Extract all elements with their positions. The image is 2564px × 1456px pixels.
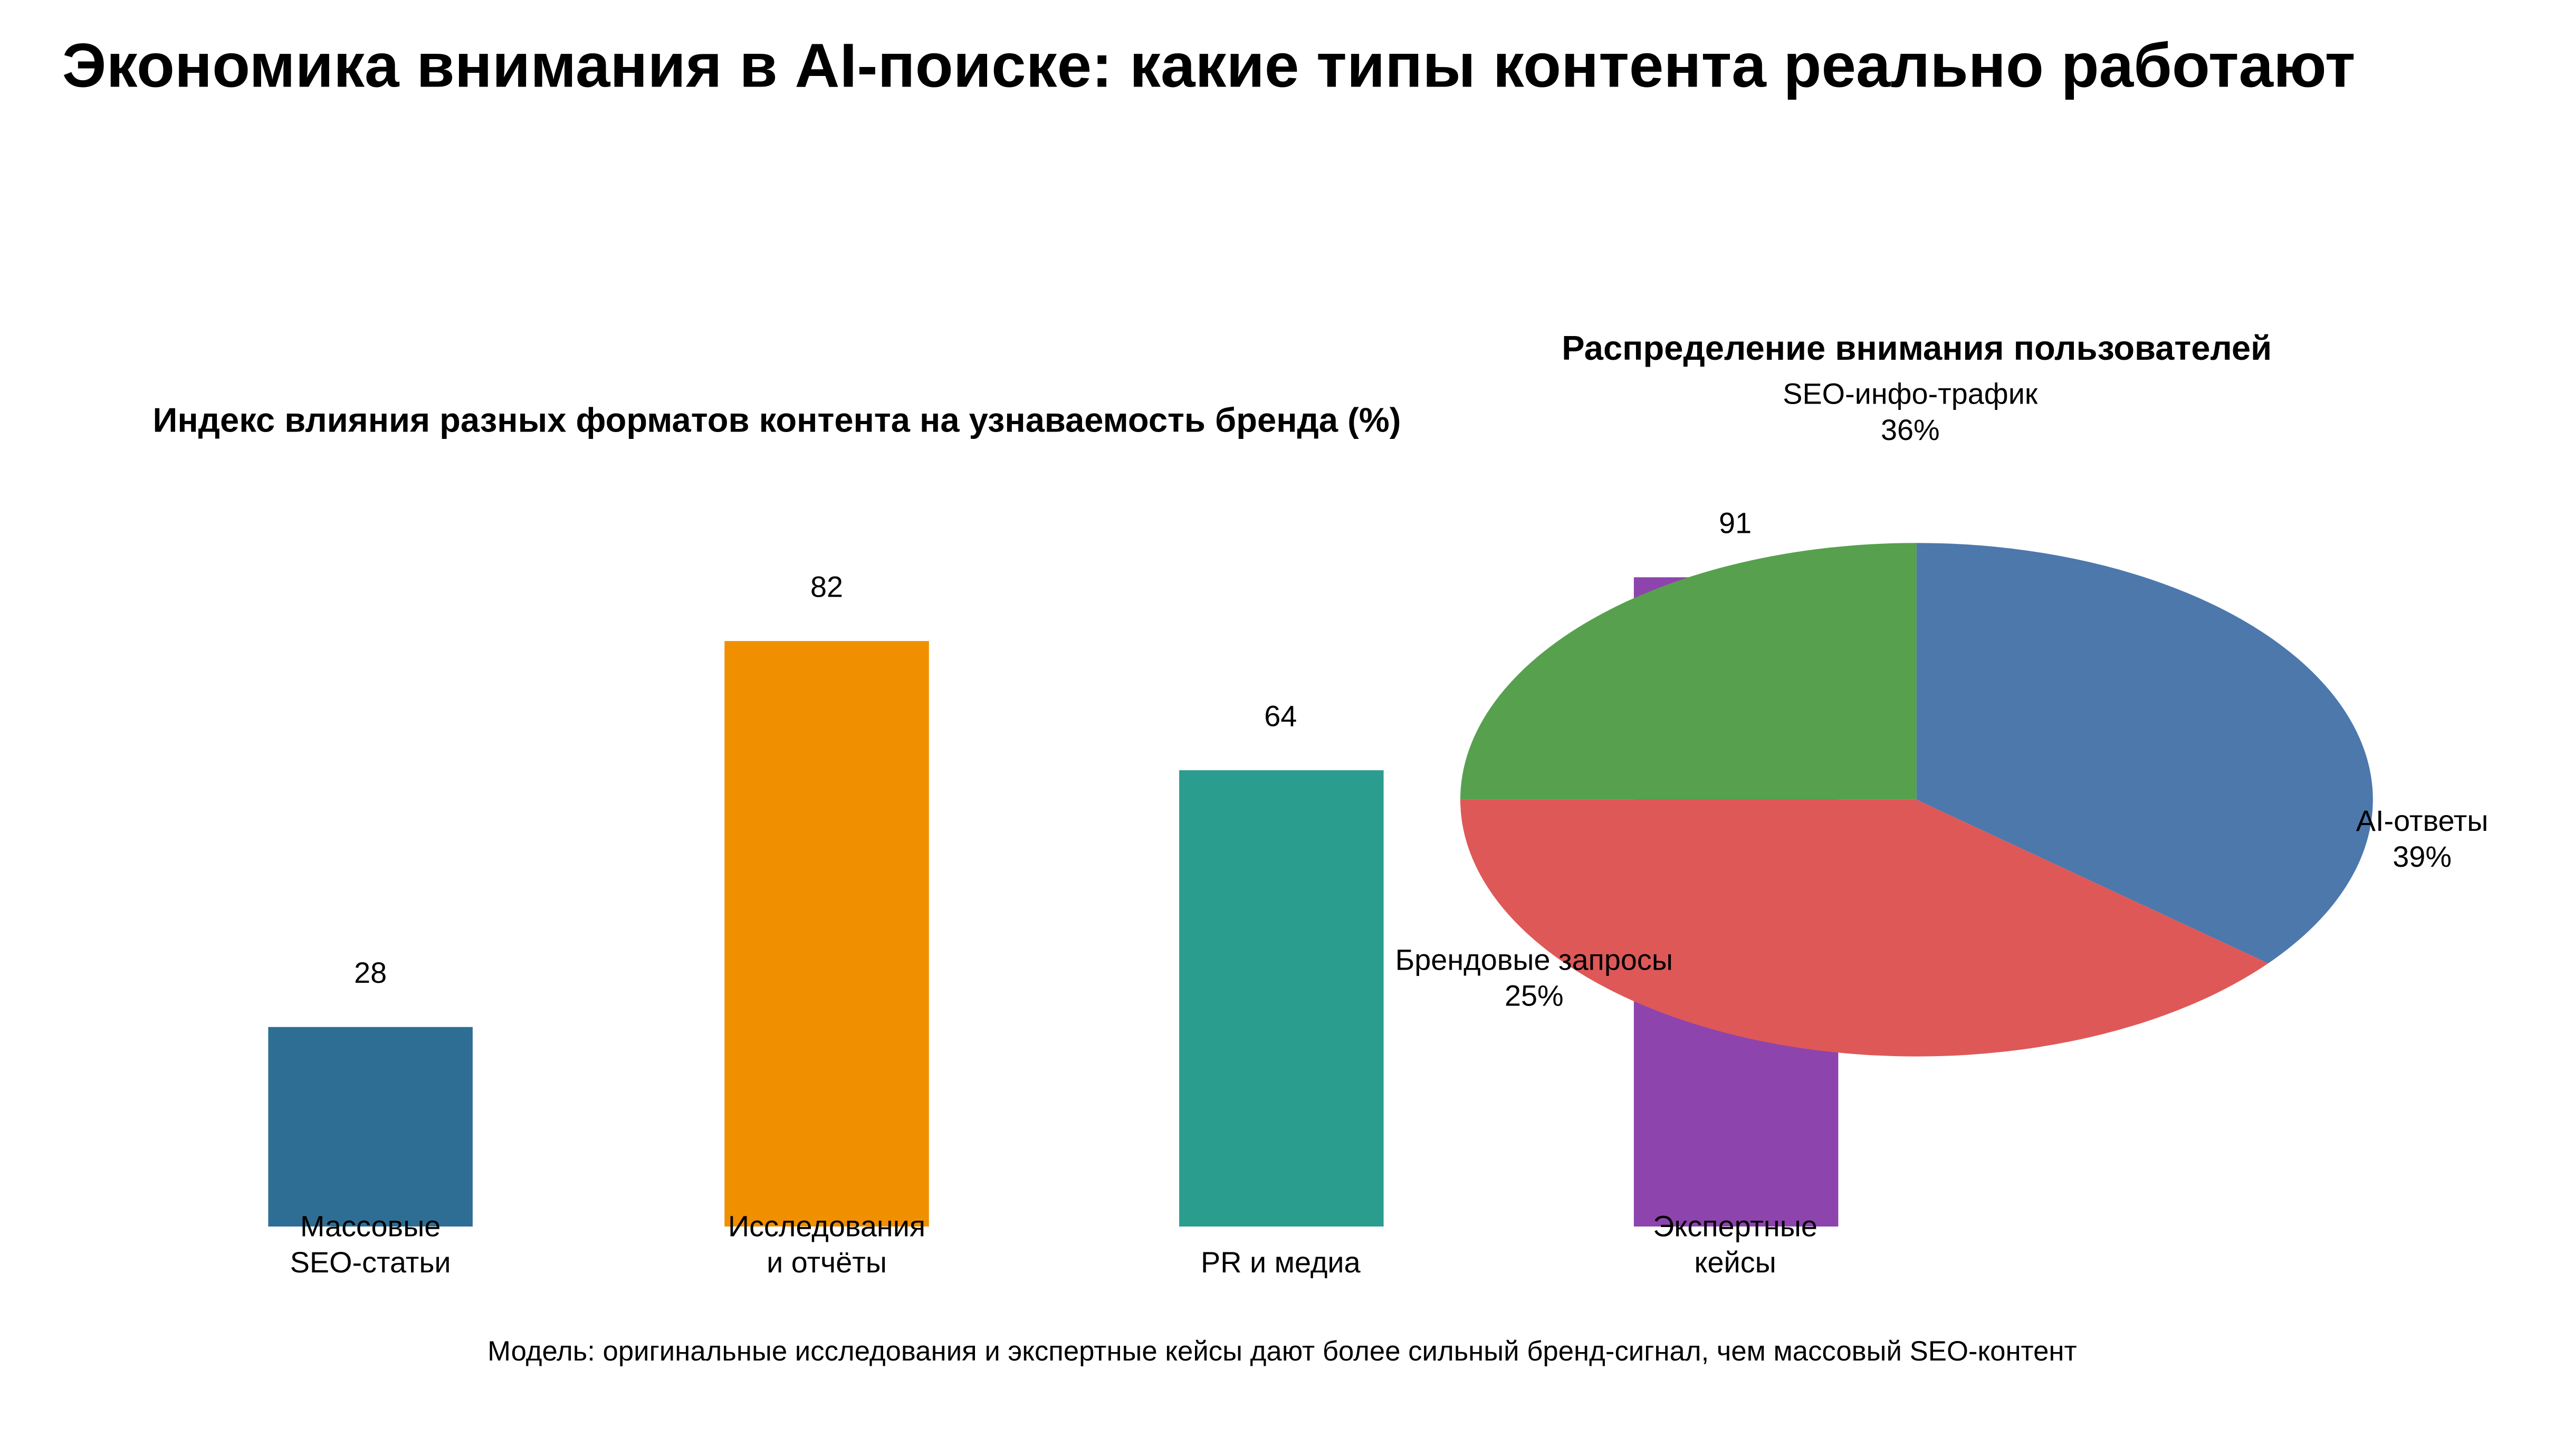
bar-category-label: Экспертные кейсы (1588, 1209, 1882, 1280)
bar-value-label: 64 (1264, 699, 1297, 732)
bar-category-label-line: SEO-статьи (290, 1246, 451, 1279)
bar-category-label-line: кейсы (1694, 1246, 1776, 1279)
pie-slice-percent: 25% (1504, 979, 1564, 1012)
bar-value-label: 82 (810, 570, 844, 604)
bar-value-label: 28 (354, 956, 387, 989)
pie-slice-percent: 36% (1880, 413, 1940, 446)
bar-chart-title: Индекс влияния разных форматов контента … (152, 402, 1401, 440)
bar-category-label-line: и отчёты (767, 1246, 887, 1279)
bar-category-label-line: Экспертные (1653, 1210, 1817, 1243)
pie-slice-name: Брендовые запросы (1395, 943, 1673, 976)
bar-category-label: Исследования и отчёты (680, 1209, 974, 1280)
pie-slice-ai-answers (1916, 543, 2373, 964)
pie-label-brand-queries: Брендовые запросы 25% (1354, 944, 1714, 1014)
bar-category-label-line: PR и медиа (1200, 1246, 1361, 1279)
pie-label-seo-info-traffic: SEO-инфо-трафик 36% (1730, 378, 2090, 448)
pie-slice-brand-queries (1460, 799, 2269, 1057)
bar-3 (1178, 769, 1383, 1227)
bar-category-label-line: Исследования (728, 1210, 926, 1243)
pie-chart-title: Распределение внимания пользователей (1562, 330, 2272, 368)
pie-slice-name: AI-ответы (2356, 804, 2489, 838)
bar-category-label: PR и медиа (1133, 1244, 1428, 1280)
bar-1 (268, 1027, 473, 1227)
bar-2 (724, 641, 929, 1227)
pie-slice-percent: 39% (2393, 839, 2452, 873)
pie-slice-seo-info-traffic (1460, 543, 1917, 800)
footer-caption: Модель: оригинальные исследования и эксп… (487, 1336, 2077, 1367)
bar-value-label: 91 (1719, 506, 1752, 540)
pie-label-ai-answers: AI-ответы 39% (2242, 804, 2564, 875)
bar-category-label-line: Массовые (300, 1210, 441, 1243)
bar-category-label: Массовые SEO-статьи (223, 1209, 518, 1280)
page-title: Экономика внимания в AI-поиске: какие ти… (62, 33, 2356, 102)
pie-slice-name: SEO-инфо-трафик (1783, 378, 2038, 411)
